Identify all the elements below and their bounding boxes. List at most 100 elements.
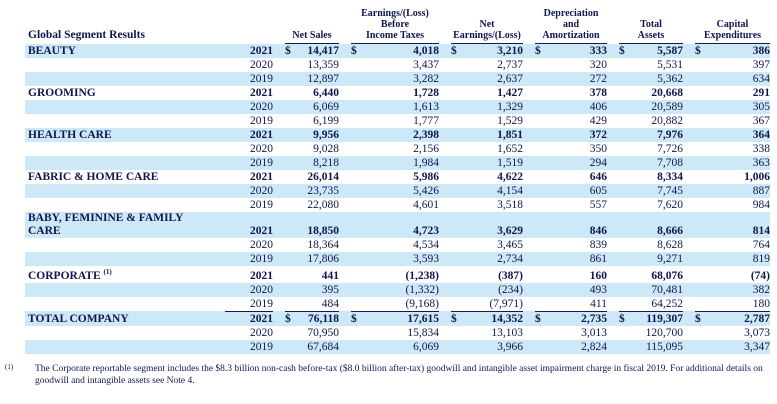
year-cell: 2021 — [225, 310, 273, 326]
segment-results-table: Global Segment Results Net Sales Earnings… — [25, 4, 770, 354]
value-cell-depreciation-amortization: 3,013 — [581, 326, 607, 339]
value-cell-depreciation-amortization: 839 — [589, 239, 607, 251]
value-cell-total-assets: 20,668 — [651, 87, 683, 99]
value-cell-net-earnings: 1,851 — [497, 129, 523, 141]
segment-label — [25, 198, 225, 212]
value-cell-depreciation-amortization: 846 — [589, 225, 607, 237]
value-cell-depreciation-amortization: 646 — [589, 171, 607, 183]
table-row: FABRIC & HOME CARE 2021 26,014 5,986 4,622 64… — [25, 170, 770, 184]
column-header-net-sales: Net Sales — [273, 4, 339, 44]
footnote: (1) The Corporate reportable segment incl… — [0, 363, 777, 388]
value-cell-net-earnings: 3,966 — [497, 340, 523, 353]
value-cell-net-sales: 18,364 — [307, 239, 339, 251]
table-row: HEALTH CARE 2021 9,956 2,398 1,851 372 7,976 36… — [25, 128, 770, 142]
segment-label — [25, 58, 225, 72]
value-cell-depreciation-amortization: 861 — [589, 253, 607, 265]
table-row: 2020 18,364 4,534 3,465 839 8,628 764 — [25, 238, 770, 252]
table-row: 2019 6,199 1,777 1,529 429 20,882 367 — [25, 114, 770, 128]
segment-label — [25, 142, 225, 156]
value-cell-earnings-before-taxes: 5,426 — [413, 185, 439, 197]
segment-label: BABY, FEMININE & FAMILY CARE — [28, 212, 184, 237]
value-cell-capital-expenditures: 984 — [752, 199, 770, 211]
value-cell-depreciation-amortization: 272 — [589, 73, 607, 85]
value-cell-net-sales: 12,897 — [307, 73, 339, 85]
table-body: BEAUTY 2021 $14,417 $4,018 $3,210 $333 $5,587 $… — [25, 44, 770, 354]
value-cell-total-assets: $119,307 — [619, 310, 683, 325]
value-cell-net-earnings: 3,518 — [497, 199, 523, 211]
value-cell-depreciation-amortization: 350 — [589, 143, 607, 155]
year-cell: 2020 — [250, 143, 273, 155]
value-cell-earnings-before-taxes: 3,437 — [413, 59, 439, 71]
value-cell-earnings-before-taxes: 3,282 — [413, 73, 439, 85]
value-cell-net-sales: 67,684 — [307, 340, 339, 353]
value-cell-total-assets: 120,700 — [645, 326, 683, 339]
segment-label: GROOMING — [28, 87, 96, 99]
value-cell-earnings-before-taxes: 5,986 — [413, 171, 439, 183]
year-cell: 2020 — [250, 59, 273, 71]
value-cell-total-assets: 20,882 — [651, 115, 683, 127]
value-cell-net-earnings: 4,154 — [497, 185, 523, 197]
value-cell-net-sales: 70,950 — [307, 326, 339, 339]
value-cell-capital-expenditures: 814 — [752, 225, 770, 237]
value-cell-capital-expenditures: $386 — [695, 45, 770, 57]
value-cell-depreciation-amortization: 160 — [589, 269, 607, 282]
year-cell: 2020 — [250, 326, 273, 339]
value-cell-earnings-before-taxes: (1,238) — [405, 269, 439, 282]
value-cell-net-sales: 441 — [321, 269, 339, 282]
table-row: CORPORATE (1) 2021 441 (1,238) (387) 160 68,07… — [25, 266, 770, 283]
value-cell-net-sales: 6,440 — [313, 87, 339, 99]
table-row: BEAUTY 2021 $14,417 $4,018 $3,210 $333 $5,587 $… — [25, 44, 770, 58]
column-header-net-earnings: Net Earnings/(Loss) — [439, 4, 523, 44]
value-cell-capital-expenditures: 3,347 — [744, 340, 770, 353]
table-header-row: Global Segment Results Net Sales Earnings… — [25, 4, 770, 44]
value-cell-depreciation-amortization: 406 — [589, 101, 607, 113]
dollar-sign: $ — [451, 312, 457, 325]
value-cell-earnings-before-taxes: 1,984 — [413, 157, 439, 169]
year-column-header — [225, 4, 273, 44]
table-row: 2019 17,806 3,593 2,734 861 9,271 819 — [25, 252, 770, 266]
table-row: TOTAL COMPANY 2021 $76,118 $17,615 $14,352 $2… — [25, 310, 770, 326]
value-cell-net-earnings: (7,971) — [489, 297, 523, 310]
value-cell-total-assets: 64,252 — [651, 297, 683, 310]
value-cell-capital-expenditures: 819 — [752, 253, 770, 265]
value-cell-net-earnings: 2,737 — [497, 59, 523, 71]
value-cell-net-earnings: 1,427 — [497, 87, 523, 99]
dollar-sign: $ — [351, 312, 357, 325]
value-cell-total-assets: 8,628 — [657, 239, 683, 251]
value-cell-net-sales: 9,028 — [313, 143, 339, 155]
segment-label — [25, 283, 225, 297]
dollar-sign: $ — [535, 312, 541, 325]
value-cell-net-earnings: 1,519 — [497, 157, 523, 169]
value-cell-capital-expenditures: 382 — [752, 283, 770, 296]
segment-label — [25, 238, 225, 252]
year-cell: 2020 — [250, 185, 273, 197]
value-cell-capital-expenditures: 363 — [752, 157, 770, 169]
value-cell-net-sales: 18,850 — [307, 225, 339, 237]
value-cell-net-earnings: 1,329 — [497, 101, 523, 113]
table-wrap: Global Segment Results Net Sales Earnings… — [25, 4, 770, 354]
dollar-sign: $ — [619, 312, 625, 325]
value-cell-net-earnings: $3,210 — [451, 45, 523, 57]
value-cell-total-assets: 7,708 — [657, 157, 683, 169]
value-cell-earnings-before-taxes: (9,168) — [405, 297, 439, 310]
segment-label — [25, 100, 225, 114]
value-cell-total-assets: 7,976 — [657, 129, 683, 141]
value-cell-net-sales: 8,218 — [313, 157, 339, 169]
value-cell-depreciation-amortization: 320 — [589, 59, 607, 71]
value-cell-net-earnings: 2,734 — [497, 253, 523, 265]
value-cell-depreciation-amortization: $2,735 — [535, 310, 607, 325]
value-cell-earnings-before-taxes: 1,613 — [413, 101, 439, 113]
table-row: 2019 67,684 6,069 3,966 2,824 115,095 3,347 — [25, 339, 770, 354]
value-cell-capital-expenditures: 338 — [752, 143, 770, 155]
segment-label: CORPORATE (1) — [28, 268, 112, 282]
year-cell: 2021 — [250, 87, 273, 99]
year-cell: 2021 — [250, 129, 273, 141]
value-cell-depreciation-amortization: 2,824 — [581, 340, 607, 353]
dollar-sign: $ — [535, 45, 541, 57]
value-cell-earnings-before-taxes: 2,398 — [413, 129, 439, 141]
dollar-sign: $ — [695, 312, 701, 325]
value-cell-net-sales: 13,359 — [307, 59, 339, 71]
value-cell-depreciation-amortization: 372 — [589, 129, 607, 141]
value-cell-capital-expenditures: 764 — [752, 239, 770, 251]
segment-label: BEAUTY — [28, 45, 76, 57]
